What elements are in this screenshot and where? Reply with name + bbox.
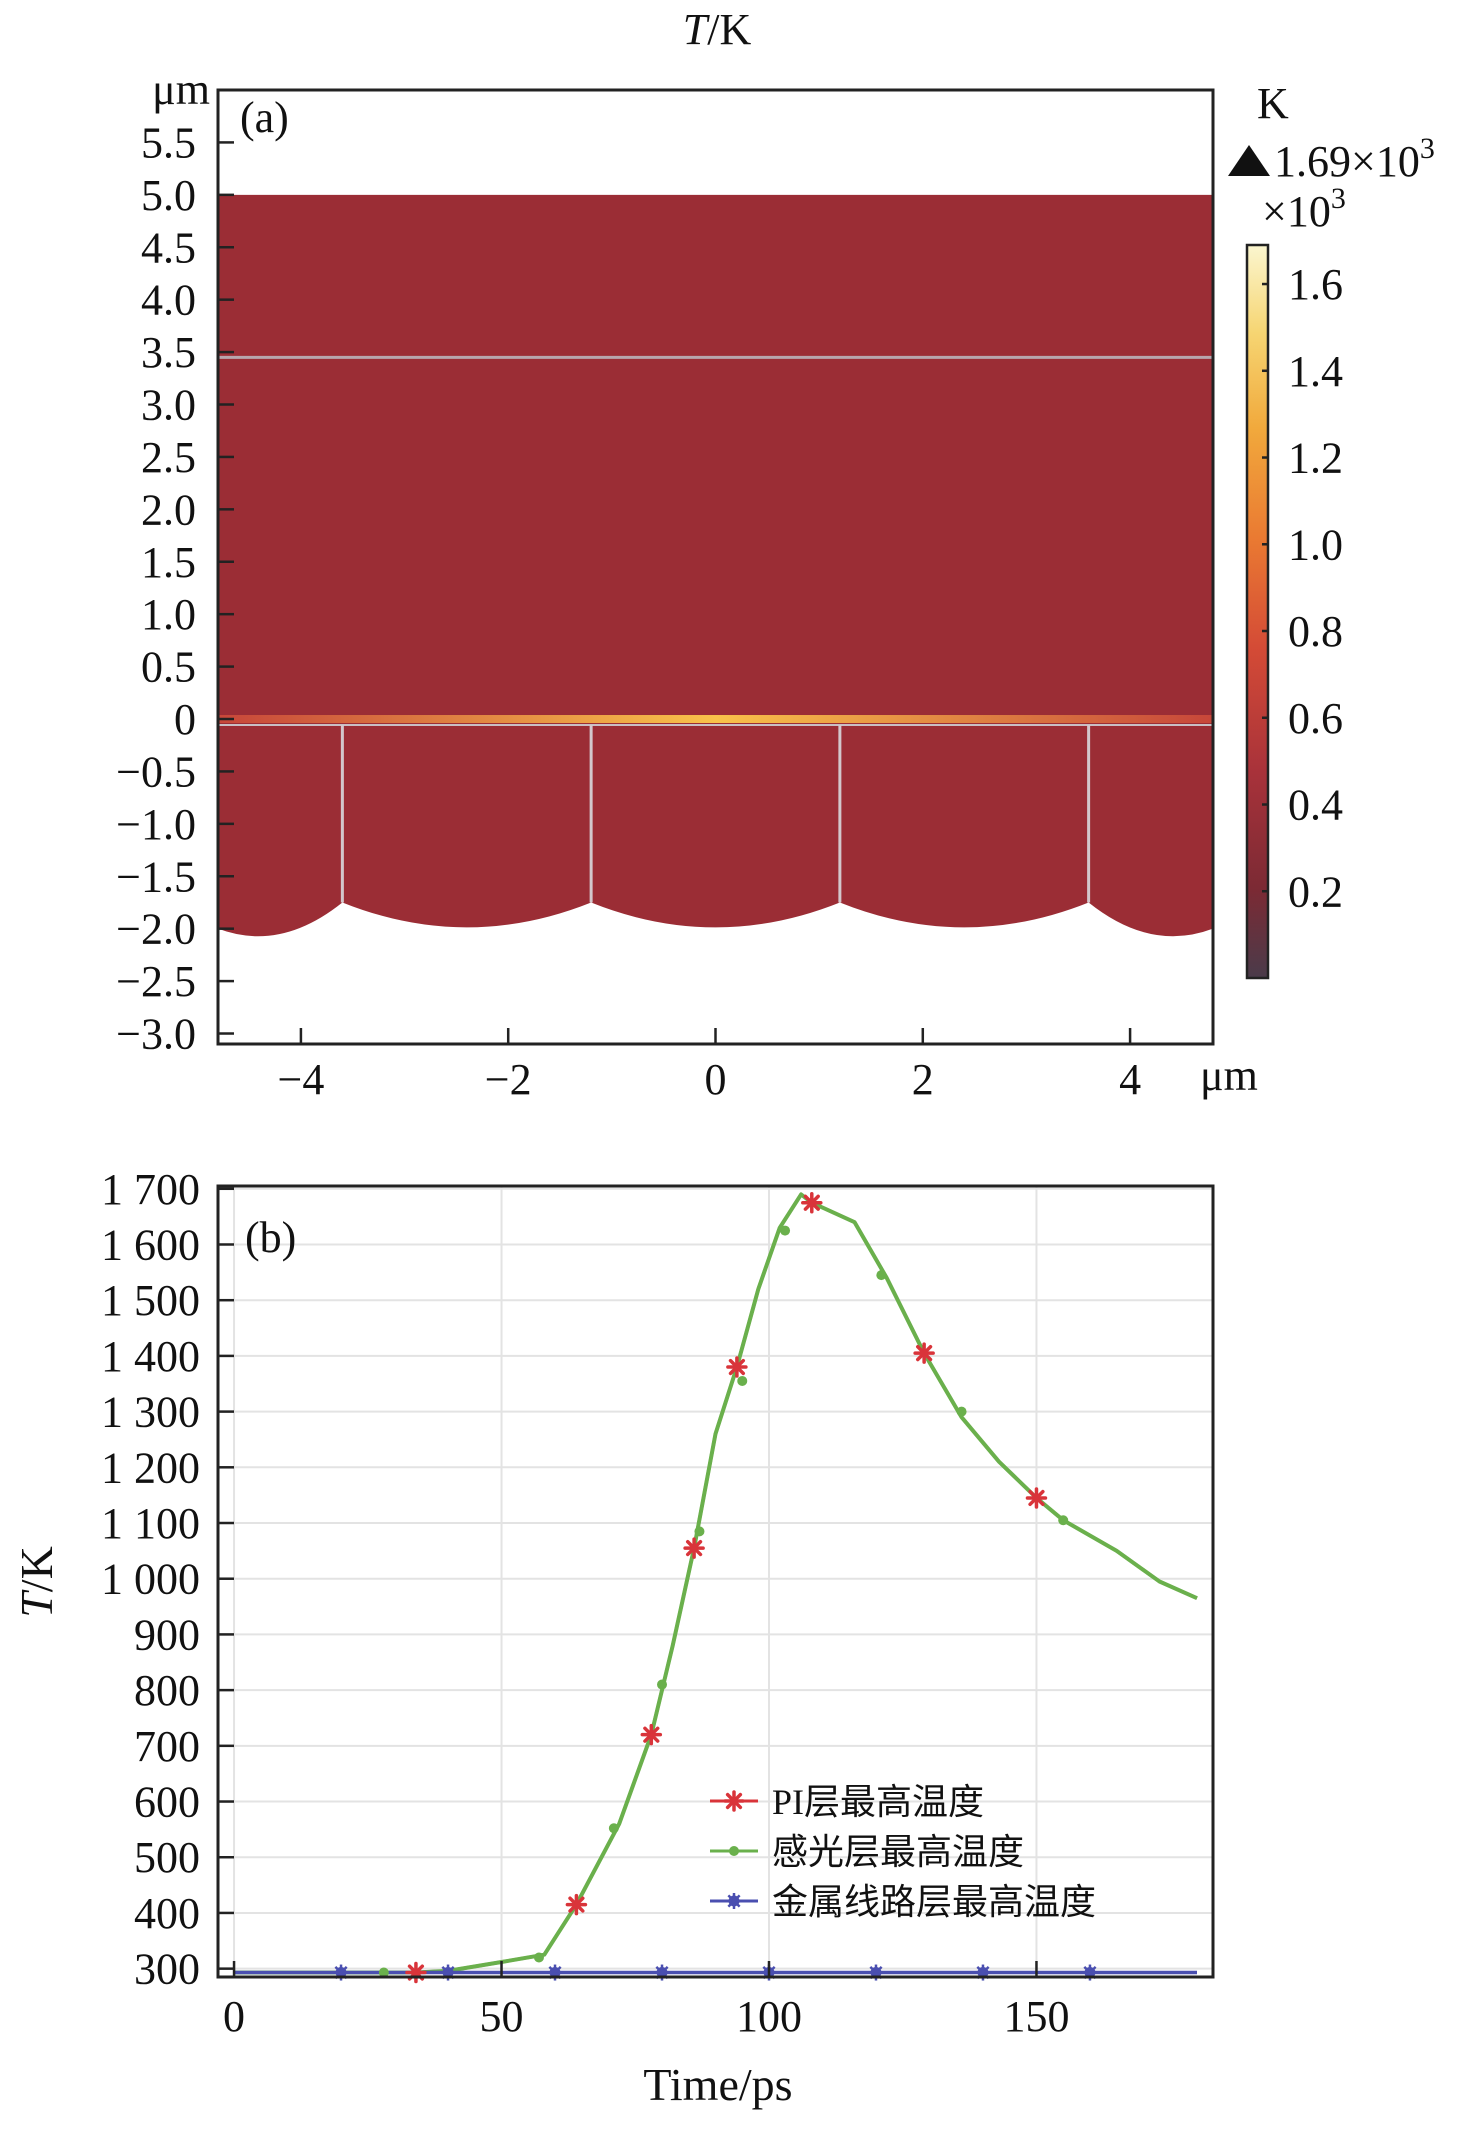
x-axis-title: Time/ps [643,2059,792,2110]
y-tick-label: 1 300 [101,1388,200,1437]
x-tick-label: 4 [1119,1055,1141,1104]
y-tick-label: 1 600 [101,1220,200,1269]
colorbar-tick-label: 1.0 [1288,520,1343,569]
max-triangle-icon [1228,145,1270,176]
series-1-marker [1058,1515,1069,1526]
y-tick-label: −0.5 [116,747,196,796]
y-tick-label: 1 700 [101,1165,200,1214]
series-1-marker [694,1526,705,1537]
heatmap-body [218,194,1213,937]
y-tick-label: 4.0 [141,276,196,325]
colorbar-tick-label: 0.8 [1288,607,1343,656]
y-tick-label: 1 200 [101,1443,200,1492]
y-tick-label: −1.5 [116,852,196,901]
y-tick-label: 300 [134,1945,200,1994]
y-tick-label: 1 100 [101,1499,200,1548]
y-tick-label: 1 000 [101,1555,200,1604]
y-tick-label: 0.5 [141,643,196,692]
hot-interface-band [218,715,1213,724]
legend-entry-label: 感光层最高温度 [772,1832,1024,1872]
y-tick-label: 5.5 [141,118,196,167]
panel-b-label: (b) [245,1213,296,1262]
y-tick-label: −2.0 [116,905,196,954]
series-1-marker [876,1270,887,1281]
x-tick-label: 0 [705,1055,727,1104]
series-2-marker [440,1964,457,1981]
series-1-marker [737,1375,748,1386]
panel-b-frame [216,1184,1215,1979]
figure-heading: T/K [683,5,752,54]
series-0-marker [683,1537,705,1559]
x-tick-label: 0 [223,1992,245,2041]
series-0-marker [726,1356,748,1378]
x-tick-label: −4 [278,1055,325,1104]
y-tick-label: 2.5 [141,433,196,482]
y-tick-label: 2.0 [141,485,196,534]
y-tick-label: 900 [134,1610,200,1659]
colorbar-scale-label: ×103 [1262,182,1346,236]
series-1-marker [533,1952,544,1963]
series-1-marker [378,1967,389,1978]
y-tick-label: 4.5 [141,223,196,272]
y-tick-label: 3.5 [141,328,196,377]
colorbar-tick-label: 0.6 [1288,694,1343,743]
y-tick-label: 5.0 [141,171,196,220]
colorbar: K 1.69×103 ×103 1.6 1.4 1.2 1.0 0.8 0.6 0.4 0.2 [1228,79,1435,980]
series-0-marker [405,1961,427,1984]
legend-marker [726,1893,742,1909]
y-tick-label: 600 [134,1778,200,1827]
colorbar-tick-label: 1.2 [1288,434,1343,483]
y-tick-label: −2.5 [116,957,196,1006]
colorbar-max-label: 1.69×103 [1274,132,1435,186]
series-1-marker [780,1225,791,1236]
colorbar-tick-label: 0.4 [1288,781,1343,830]
y-tick-label: 3.0 [141,381,196,430]
y-tick-label: 500 [134,1833,200,1882]
legend-entry-label: 金属线路层最高温度 [772,1882,1096,1922]
y-axis-title: T/K [11,1546,62,1618]
x-tick-label: 150 [1003,1992,1069,2041]
y-tick-label: 700 [134,1722,200,1771]
series-line-1 [234,1192,1198,1975]
series-line-0 [234,1192,1198,1975]
y-tick-label: 1.5 [141,538,196,587]
temperature-heatmap-panel: 5.55.04.54.03.53.02.52.01.51.00.50−0.5−1… [116,65,1435,1104]
panel-a-label: (a) [240,93,289,142]
y-tick-label: 800 [134,1666,200,1715]
y-tick-label: 400 [134,1889,200,1938]
series-0-marker [565,1893,588,1916]
legend-marker [729,1846,739,1856]
series-0-marker [801,1191,823,1214]
series-1-marker [657,1679,668,1690]
x-tick-label: 50 [480,1992,524,2041]
x-tick-label: −2 [485,1055,532,1104]
series-0-marker [640,1723,663,1746]
colorbar-tick-label: 1.4 [1288,347,1343,396]
series-0-marker [913,1342,935,1364]
legend-entry-label: PI层最高温度 [772,1782,984,1822]
series-1-marker [956,1406,967,1417]
colorbar-unit: K [1257,79,1289,128]
colorbar-tick-label: 1.6 [1288,260,1343,309]
x-tick-label: 2 [912,1055,934,1104]
x-unit-label: μm [1200,1051,1258,1100]
x-tick-label: 100 [736,1992,802,2041]
series-0-marker [1025,1487,1048,1509]
max-temperature-line-panel: 1 700 1 600 1 500 1 400 1 300 1 200 1 100 1 000… [11,1165,1215,2110]
y-tick-label: 0 [174,695,196,744]
y-tick-label: −3.0 [116,1010,196,1059]
y-unit-label: μm [152,65,210,114]
y-tick-label: 1.0 [141,590,196,639]
colorbar-gradient [1245,243,1270,980]
y-tick-label: 1 400 [101,1332,200,1381]
series-1-marker [608,1823,619,1834]
y-tick-label: −1.0 [116,800,196,849]
y-tick-label: 1 500 [101,1276,200,1325]
legend-marker [723,1790,745,1812]
colorbar-tick-label: 0.2 [1288,867,1343,916]
